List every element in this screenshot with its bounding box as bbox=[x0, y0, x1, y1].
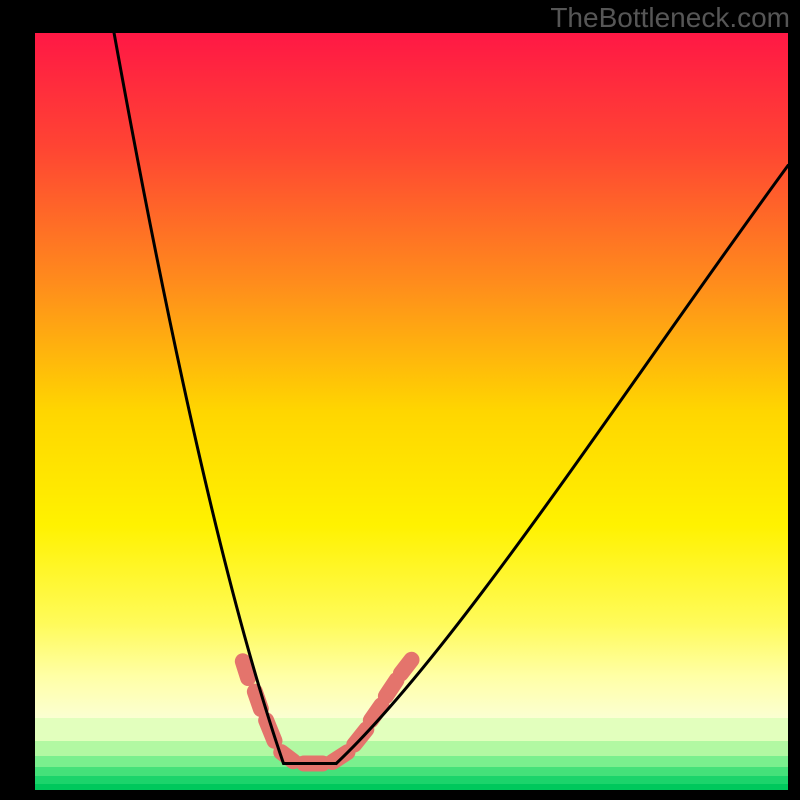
highlight-segment bbox=[243, 661, 248, 678]
highlight-segment bbox=[386, 680, 397, 696]
highlight-segment bbox=[401, 660, 412, 674]
plot-area bbox=[35, 33, 788, 790]
curve-layer bbox=[35, 33, 788, 790]
curve-left-branch bbox=[114, 33, 283, 764]
